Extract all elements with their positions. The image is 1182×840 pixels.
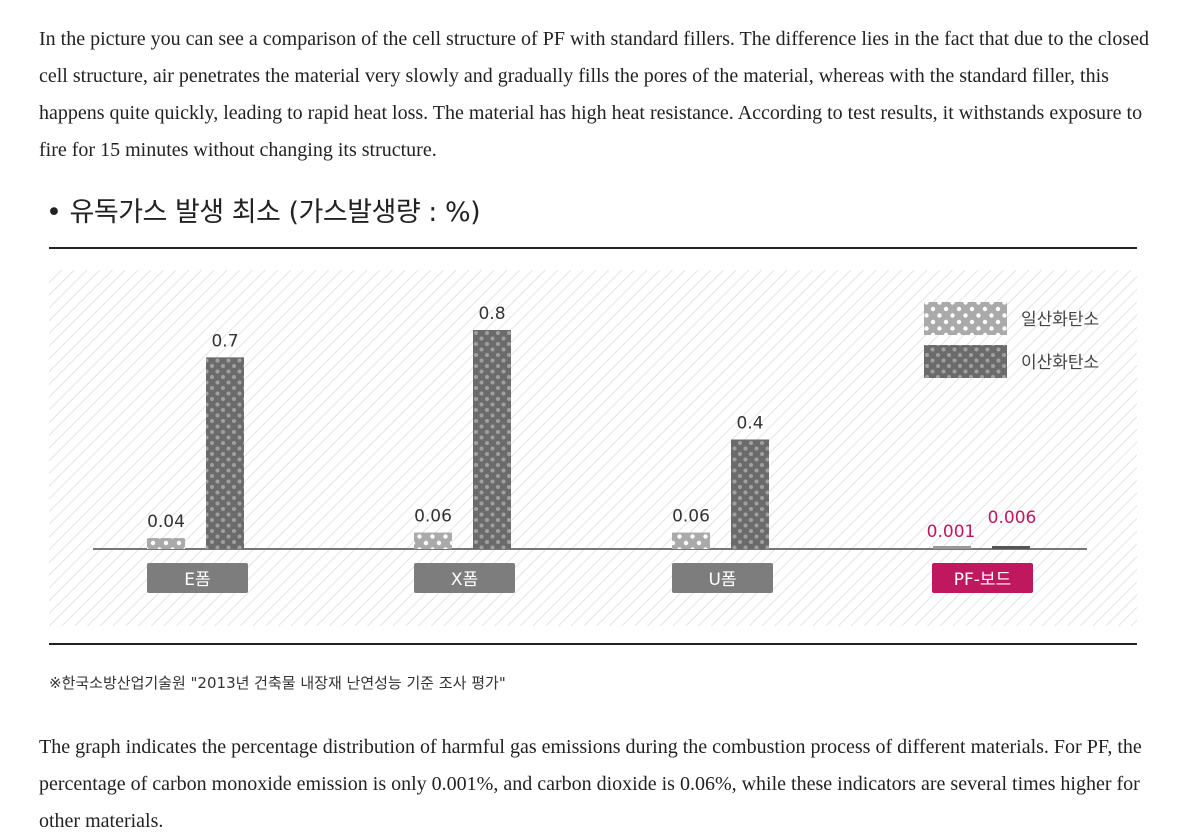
bar-co-2 [414, 532, 452, 549]
bar-co2-4 [992, 546, 1030, 549]
legend-label-1: 일산화탄소 [1021, 310, 1099, 330]
bar-co-3 [672, 532, 710, 549]
conclusion-paragraph: The graph indicates the percentage distr… [39, 736, 1142, 832]
bar-co-1 [147, 538, 185, 549]
category-label-4: PF-보드 [954, 570, 1011, 590]
legend-label-2: 이산화탄소 [1021, 353, 1099, 373]
value-label-co2-2: 0.8 [478, 304, 505, 324]
chart-bottom-rule [49, 643, 1137, 645]
category-box-2 [414, 563, 515, 593]
value-label-co2-1: 0.7 [211, 331, 238, 351]
value-label-co-4: 0.001 [927, 522, 976, 542]
category-label-3: U폼 [708, 570, 736, 590]
chart-top-rule [49, 247, 1137, 249]
legend-swatch-2 [924, 345, 1007, 378]
bar-co-4 [933, 546, 971, 549]
chart-title: • 유독가스 발생 최소 (가스발생량 : %) [46, 197, 481, 228]
value-label-co2-4: 0.006 [988, 508, 1037, 528]
category-box-1 [147, 563, 248, 593]
value-label-co2-3: 0.4 [736, 414, 763, 434]
value-label-co-1: 0.04 [147, 512, 185, 532]
bar-co2-2 [473, 330, 511, 549]
source-note: ※한국소방산업기술원 "2013년 건축물 내장재 난연성능 기준 조사 평가" [49, 674, 506, 692]
bar-co2-1 [206, 357, 244, 549]
bar-co2-3 [731, 439, 769, 549]
category-box-4 [932, 563, 1033, 593]
category-box-3 [672, 563, 773, 593]
category-label-2: X폼 [451, 570, 478, 590]
category-label-1: E폼 [184, 570, 210, 590]
intro-paragraph: In the picture you can see a comparison … [39, 28, 1149, 161]
value-label-co-2: 0.06 [414, 507, 452, 527]
value-label-co-3: 0.06 [672, 507, 710, 527]
legend-swatch-1 [924, 302, 1007, 335]
